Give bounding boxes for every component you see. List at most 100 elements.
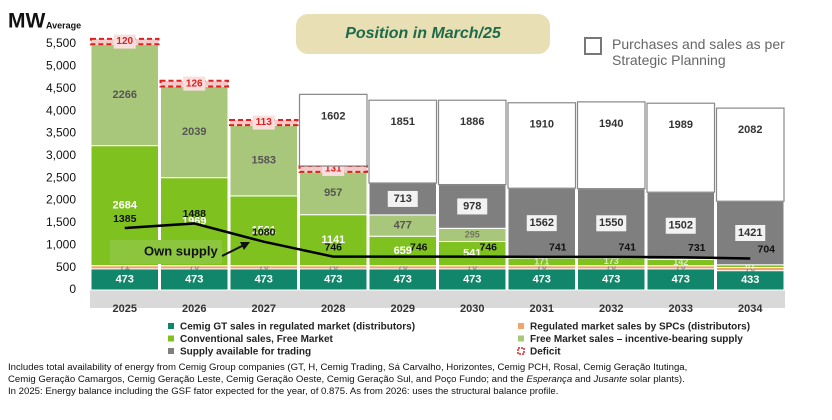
- data-label: 70: [537, 262, 547, 272]
- label-bg: [252, 115, 275, 130]
- data-label: 70: [259, 262, 269, 272]
- data-label: 1562: [530, 217, 554, 229]
- data-label: 70: [467, 262, 477, 272]
- data-label: 957: [324, 187, 342, 199]
- bar-segment: [437, 99, 507, 186]
- data-label: 473: [394, 273, 412, 285]
- data-label: 473: [116, 273, 134, 285]
- own-supply-line: [124, 222, 751, 260]
- line-label: 741: [549, 242, 567, 254]
- callout-text: Own supply: [144, 243, 218, 258]
- label-bg: [387, 190, 418, 207]
- footnote-line: Includes total availability of energy fr…: [8, 362, 826, 374]
- footnote-text: In 2025: Energy balance including the GS…: [8, 386, 559, 398]
- data-label: 295: [465, 229, 480, 239]
- data-label: 70: [606, 262, 616, 272]
- x-tick-label: 2026: [182, 303, 206, 315]
- bar-segment: [368, 235, 437, 267]
- data-label: 70: [189, 262, 199, 272]
- bar-segment: [298, 93, 368, 167]
- x-tick-label: 2032: [599, 303, 623, 315]
- legend-swatch: [518, 335, 524, 342]
- line-label: 731: [688, 242, 706, 254]
- data-label: 70: [398, 262, 408, 272]
- line-label: 746: [479, 241, 497, 253]
- footnote-line: In 2025: Energy balance including the GS…: [8, 386, 826, 398]
- y-tick-label: 5,500: [46, 36, 76, 50]
- arrow-head: [240, 242, 250, 250]
- data-label: 713: [394, 193, 412, 205]
- y-tick-label: 2,000: [46, 193, 76, 207]
- data-label: 659: [394, 245, 412, 257]
- data-label: 473: [255, 273, 273, 285]
- data-label: 1886: [460, 116, 484, 128]
- label-bg: [526, 215, 557, 232]
- bar-segment: [438, 241, 507, 267]
- data-label: 473: [324, 273, 342, 285]
- data-label: 2684: [113, 200, 138, 212]
- footnote-text: Jusante: [593, 374, 628, 386]
- legend-swatch: [168, 323, 174, 329]
- y-tick-label: 3,500: [46, 126, 76, 140]
- bar-segment: [715, 107, 785, 202]
- data-label: 1550: [599, 217, 623, 229]
- data-label: 70: [328, 262, 338, 272]
- data-label: 70: [745, 263, 755, 273]
- data-label: 61: [745, 261, 755, 271]
- x-tick-label: 2031: [530, 303, 554, 315]
- legend-label: Conventional sales, Free Market: [180, 334, 334, 345]
- x-tick-label: 2033: [669, 303, 693, 315]
- title-badge: [296, 14, 550, 54]
- plot: 0 500 1,000 1,500 2,000 2,500 3,000 3,500 4,000 4…: [46, 34, 785, 358]
- legend-swatch: [518, 323, 524, 329]
- data-label: 1851: [391, 116, 415, 128]
- data-label: 2039: [182, 126, 206, 138]
- line-label: 1385: [113, 213, 137, 225]
- label-bg: [665, 217, 696, 234]
- data-label: 171: [534, 256, 549, 266]
- footnote: Includes total availability of energy fr…: [8, 362, 826, 399]
- data-label: 1561: [252, 225, 276, 237]
- data-label: 477: [394, 219, 412, 231]
- y-tick-label: 2,500: [46, 170, 76, 184]
- line-label: 746: [324, 241, 342, 253]
- y-tick-label: 0: [69, 282, 76, 296]
- y-tick-label: 1,500: [46, 215, 76, 229]
- legend-label: Regulated market sales by SPCs (distribu…: [530, 322, 750, 333]
- bar-segment: [368, 99, 438, 184]
- footnote-text: Includes total availability of energy fr…: [8, 362, 688, 373]
- bar-segment: [576, 101, 646, 190]
- data-label: 126: [186, 78, 203, 89]
- data-label: 2266: [113, 89, 137, 101]
- data-label: 1940: [599, 118, 623, 130]
- footnote-text: solar plants).: [627, 374, 685, 386]
- footnote-text: Cemig Geração Camargos, Cemig Geração Le…: [8, 374, 527, 386]
- chart: Position in March/25 MW Average 0 500 1,00…: [8, 10, 785, 358]
- data-label: 113: [256, 117, 273, 128]
- y-tick-label: 1,000: [46, 237, 76, 251]
- bar-segment: [646, 102, 716, 193]
- legend-label: Free Market sales – incentive-bearing su…: [530, 334, 743, 345]
- legend-swatch: [168, 348, 174, 354]
- data-label: 473: [672, 273, 690, 285]
- label-bg: [596, 215, 627, 232]
- bar-segment: [507, 102, 577, 189]
- data-label: 70: [676, 262, 686, 272]
- data-label: 473: [533, 273, 551, 285]
- label-bg: [113, 34, 136, 49]
- data-label: 173: [604, 256, 619, 266]
- line-label: 1080: [252, 226, 276, 238]
- data-label: 1141: [321, 234, 345, 246]
- y-tick-label: 500: [56, 260, 76, 274]
- x-tick-label: 2028: [321, 303, 345, 315]
- data-label: 1502: [669, 220, 693, 232]
- data-label: 978: [463, 200, 481, 212]
- data-label: 1421: [738, 227, 762, 239]
- data-label: 2082: [738, 124, 762, 136]
- x-tick-label: 2025: [113, 303, 137, 315]
- data-label: 1989: [669, 119, 693, 131]
- data-label: 142: [673, 257, 688, 267]
- y-tick-label: 3,000: [46, 148, 76, 162]
- axis-band: [90, 290, 785, 308]
